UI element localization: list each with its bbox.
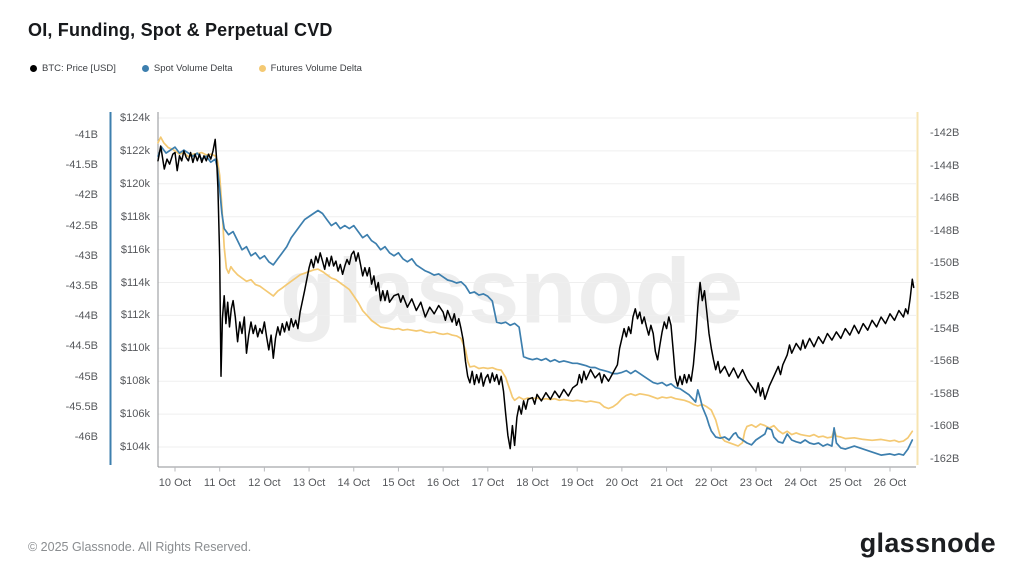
y-tick-btc-price: $112k [120, 309, 150, 322]
y-tick-btc-price: $118k [120, 210, 150, 223]
y-tick-btc-price: $106k [120, 408, 150, 421]
y-tick-btc-price: $110k [120, 342, 150, 355]
legend-item-0[interactable]: BTC: Price [USD] [30, 63, 116, 74]
legend-item-2[interactable]: Futures Volume Delta [258, 63, 362, 74]
y-tick-spot-delta: -42.5B [65, 219, 98, 232]
y-tick-spot-delta: -41.5B [65, 159, 98, 172]
x-tick-date: 14 Oct [337, 477, 370, 489]
x-tick-date: 26 Oct [873, 477, 907, 489]
page-title: OI, Funding, Spot & Perpetual CVD [28, 20, 333, 40]
x-tick-date: 19 Oct [560, 477, 594, 489]
legend-dot-icon [30, 65, 37, 72]
legend-label: Spot Volume Delta [153, 63, 233, 74]
legend-dot-icon [141, 65, 149, 72]
y-tick-btc-price: $114k [120, 276, 150, 289]
y-tick-spot-delta: -44.5B [65, 340, 98, 353]
x-tick-date: 18 Oct [516, 477, 549, 489]
x-tick-date: 21 Oct [650, 477, 683, 489]
y-tick-spot-delta: -45.5B [65, 400, 98, 413]
y-tick-spot-delta: -46B [74, 431, 98, 443]
x-tick-date: 22 Oct [695, 477, 728, 489]
y-tick-spot-delta: -41B [74, 129, 98, 141]
footer-copyright: © 2025 Glassnode. All Rights Reserved. [28, 540, 252, 554]
legend-dot-icon [258, 65, 266, 72]
y-tick-spot-delta: -44B [74, 310, 98, 323]
x-tick-date: 25 Oct [829, 477, 862, 489]
glassnode-logo: glassnode [859, 528, 996, 558]
y-tick-btc-price: $122k [120, 144, 150, 157]
y-tick-futures-delta: -146B [930, 192, 960, 205]
x-tick-date: 12 Oct [248, 477, 281, 489]
y-tick-btc-price: $120k [120, 177, 150, 190]
y-tick-spot-delta: -45B [74, 370, 98, 383]
y-tick-futures-delta: -156B [930, 355, 960, 368]
x-tick-date: 11 Oct [203, 477, 236, 489]
y-tick-futures-delta: -142B [930, 127, 960, 139]
y-tick-btc-price: $116k [120, 243, 150, 256]
series-line-btc-price-usd [157, 138, 915, 450]
y-tick-futures-delta: -148B [930, 224, 960, 237]
y-tick-futures-delta: -150B [930, 257, 960, 270]
legend-label: Futures Volume Delta [270, 63, 362, 74]
series-line-futures-volume-delta [157, 136, 914, 447]
y-tick-futures-delta: -144B [930, 159, 960, 172]
y-tick-futures-delta: -162B [930, 453, 960, 465]
y-tick-spot-delta: -43B [74, 249, 98, 262]
series-line-spot-volume-delta [157, 146, 914, 456]
legend-item-1[interactable]: Spot Volume Delta [141, 63, 233, 74]
y-tick-btc-price: $124k [120, 112, 150, 124]
y-tick-btc-price: $104k [120, 441, 150, 453]
x-tick-date: 23 Oct [739, 477, 773, 489]
y-tick-spot-delta: -43.5B [65, 280, 98, 292]
y-tick-futures-delta: -160B [930, 420, 960, 433]
y-tick-spot-delta: -42B [74, 189, 98, 202]
x-tick-date: 16 Oct [426, 477, 460, 489]
legend-label: BTC: Price [USD] [42, 63, 116, 74]
x-tick-date: 10 Oct [158, 477, 192, 489]
y-tick-btc-price: $108k [120, 375, 150, 388]
y-tick-futures-delta: -154B [930, 322, 960, 335]
y-tick-futures-delta: -158B [930, 387, 960, 400]
x-tick-date: 17 Oct [471, 477, 505, 489]
x-tick-date: 13 Oct [292, 477, 326, 489]
x-tick-date: 15 Oct [382, 477, 415, 489]
x-tick-date: 24 Oct [784, 477, 817, 489]
chart-legend: BTC: Price [USD] Spot Volume Delta Futures… [30, 63, 362, 74]
x-tick-date: 20 Oct [605, 477, 639, 489]
y-tick-futures-delta: -152B [930, 290, 960, 302]
